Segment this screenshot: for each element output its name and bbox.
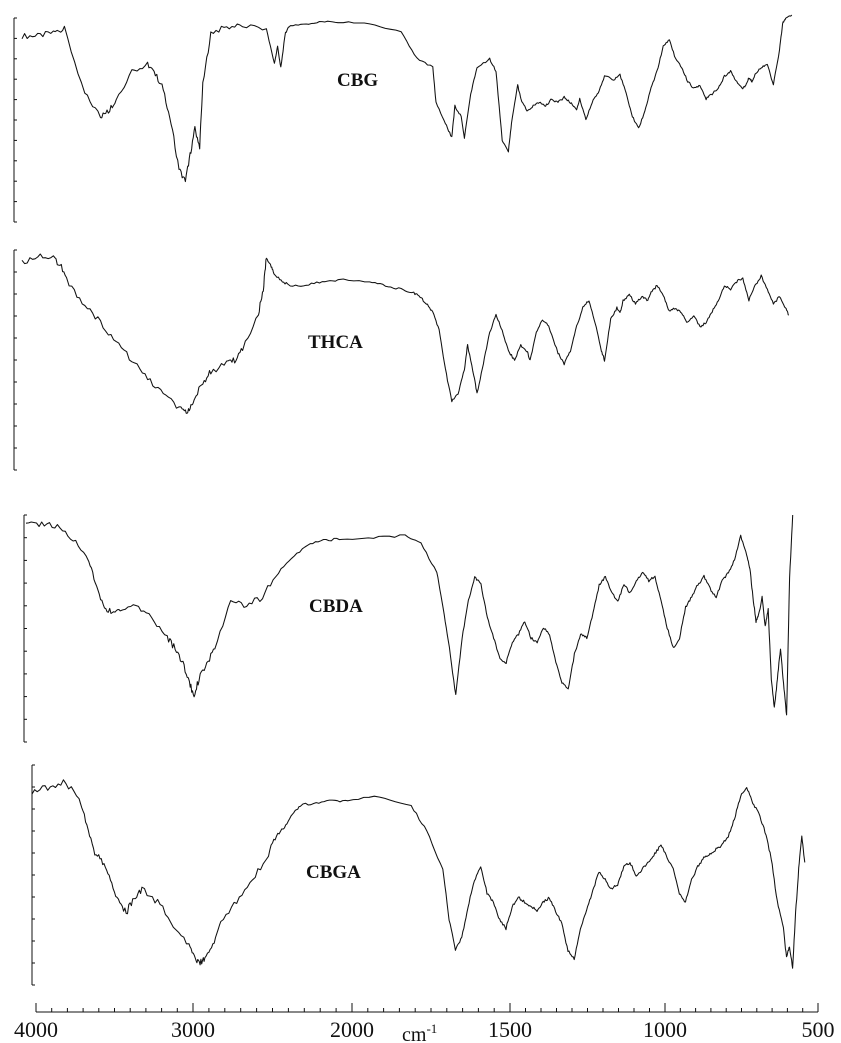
series-cbda-trace <box>25 514 794 716</box>
series-cbg-trace <box>21 14 793 183</box>
panel-cbga-y-ticks <box>32 764 35 986</box>
series-cbga-label: CBGA <box>306 862 361 883</box>
series-cbda-label: CBDA <box>309 596 363 617</box>
panel-cbg: CBG <box>13 14 793 223</box>
x-tick-label: 500 <box>802 1017 835 1042</box>
x-axis-major-ticks <box>35 1003 819 1012</box>
x-tick-label: 1500 <box>488 1017 532 1042</box>
panel-cbda: CBDA <box>23 514 794 743</box>
x-tick-label: 1000 <box>643 1017 687 1042</box>
x-axis-tick-labels: 4000 3000 2000 1500 1000 500 <box>14 1017 835 1042</box>
panel-cbda-y-ticks <box>24 514 27 743</box>
series-cbga-trace <box>31 779 806 969</box>
x-axis-unit-label: cm-1 <box>402 1021 437 1043</box>
series-thca-label: THCA <box>308 332 363 353</box>
x-axis-minor-ticks <box>51 1008 804 1012</box>
panel-cbg-y-ticks <box>14 17 17 223</box>
panel-thca-y-ticks <box>14 249 17 471</box>
panel-cbga: CBGA <box>31 764 806 986</box>
panel-thca: THCA <box>13 249 790 471</box>
series-cbg-label: CBG <box>337 70 378 91</box>
x-tick-label: 2000 <box>330 1017 374 1042</box>
x-axis: 4000 3000 2000 1500 1000 500 cm-1 <box>14 1003 835 1043</box>
x-tick-label: 3000 <box>171 1017 215 1042</box>
series-thca-trace <box>21 253 790 414</box>
x-tick-label: 4000 <box>14 1017 58 1042</box>
x-axis-unit-exponent: -1 <box>426 1021 437 1036</box>
x-axis-unit-base: cm <box>402 1024 427 1043</box>
